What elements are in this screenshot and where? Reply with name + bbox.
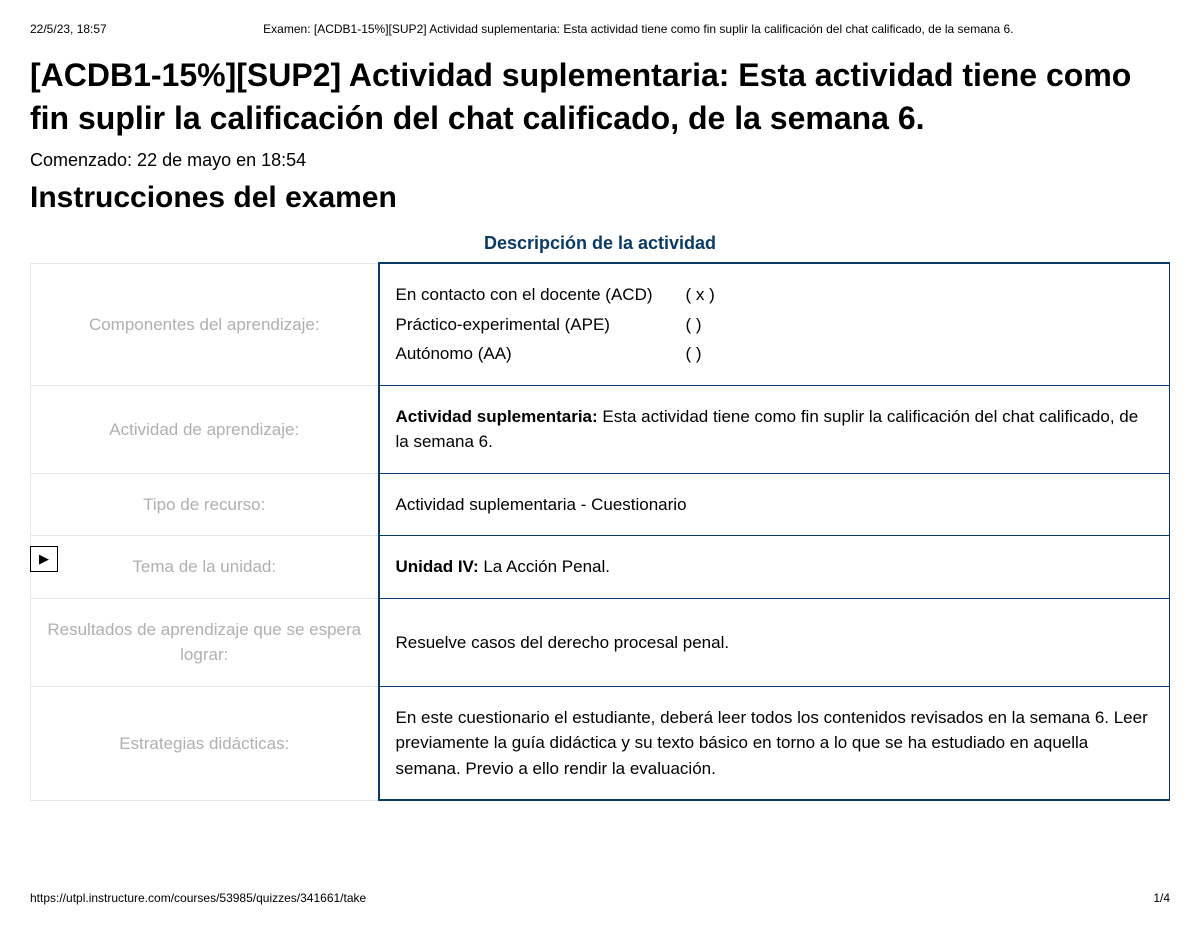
footer-url: https://utpl.instructure.com/courses/539…: [30, 891, 366, 905]
footer-page: 1/4: [1153, 891, 1170, 905]
row-label: Componentes del aprendizaje:: [31, 263, 379, 385]
started-timestamp: Comenzado: 22 de mayo en 18:54: [30, 150, 1170, 171]
activity-description-table: Componentes del aprendizaje: En contacto…: [30, 262, 1170, 801]
table-row: Estrategias didácticas: En este cuestion…: [31, 686, 1170, 800]
row-value: Unidad IV: La Acción Penal.: [379, 536, 1170, 599]
table-row: Actividad de aprendizaje: Actividad supl…: [31, 385, 1170, 473]
table-row: Resultados de aprendizaje que se espera …: [31, 598, 1170, 686]
row-value: En contacto con el docente (ACD) ( x ) P…: [379, 263, 1170, 385]
print-datetime: 22/5/23, 18:57: [30, 22, 107, 36]
row-text: En este cuestionario el estudiante, debe…: [396, 708, 1148, 778]
instructions-heading: Instrucciones del examen: [30, 181, 1170, 215]
row-label: Resultados de aprendizaje que se espera …: [31, 598, 379, 686]
row-label: Estrategias didácticas:: [31, 686, 379, 800]
table-row: Tema de la unidad: Unidad IV: La Acción …: [31, 536, 1170, 599]
print-header: 22/5/23, 18:57 Examen: [ACDB1-15%][SUP2]…: [30, 22, 1170, 36]
component-mark: ( ): [686, 312, 1154, 338]
print-doc-title: Examen: [ACDB1-15%][SUP2] Actividad supl…: [107, 22, 1170, 36]
row-label: Tipo de recurso:: [31, 473, 379, 536]
expand-sidebar-button[interactable]: ▶: [30, 546, 58, 572]
component-mark: ( x ): [686, 282, 1154, 308]
row-text: La Acción Penal.: [479, 557, 610, 576]
page-title: [ACDB1-15%][SUP2] Actividad suplementari…: [30, 54, 1170, 140]
row-value: En este cuestionario el estudiante, debe…: [379, 686, 1170, 800]
row-value: Actividad suplementaria: Esta actividad …: [379, 385, 1170, 473]
table-row: Componentes del aprendizaje: En contacto…: [31, 263, 1170, 385]
table-row: Tipo de recurso: Actividad suplementaria…: [31, 473, 1170, 536]
row-text: Resuelve casos del derecho procesal pena…: [396, 633, 730, 652]
table-caption: Descripción de la actividad: [30, 233, 1170, 254]
print-footer: https://utpl.instructure.com/courses/539…: [30, 891, 1170, 905]
bold-prefix: Unidad IV:: [396, 557, 479, 576]
component-name: Autónomo (AA): [396, 341, 686, 367]
component-name: Práctico-experimental (APE): [396, 312, 686, 338]
row-label: Tema de la unidad:: [31, 536, 379, 599]
component-name: En contacto con el docente (ACD): [396, 282, 686, 308]
play-icon: ▶: [39, 551, 49, 567]
component-mark: ( ): [686, 341, 1154, 367]
row-value: Actividad suplementaria - Cuestionario: [379, 473, 1170, 536]
row-label: Actividad de aprendizaje:: [31, 385, 379, 473]
row-value: Resuelve casos del derecho procesal pena…: [379, 598, 1170, 686]
row-text: Actividad suplementaria - Cuestionario: [396, 495, 687, 514]
bold-prefix: Actividad suplementaria:: [396, 407, 598, 426]
